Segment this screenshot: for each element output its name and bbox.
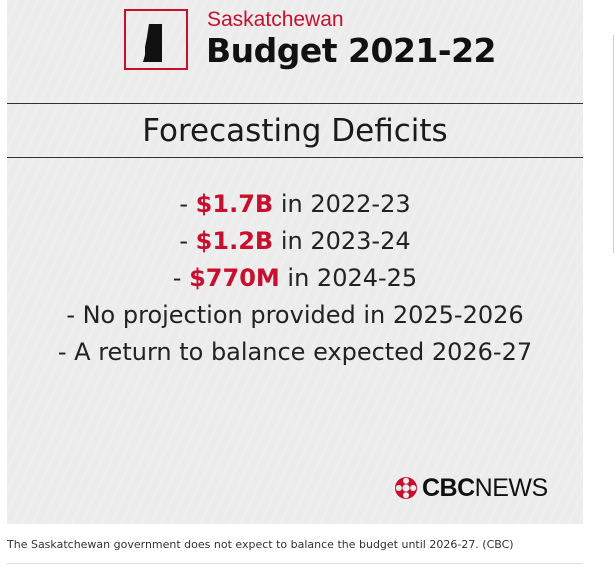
budget-graphic: Saskatchewan Budget 2021-22 Forecasting … <box>7 0 583 524</box>
brand-news: NEWS <box>474 473 549 502</box>
cbc-news-logo: CBC NEWS <box>394 474 548 502</box>
adjacent-panel-edge <box>613 35 616 253</box>
deficit-amount: $1.7B <box>195 190 274 218</box>
deficit-amount: $770M <box>189 264 280 292</box>
section-heading: Forecasting Deficits <box>142 113 448 149</box>
balance-note: - A return to balance expected 2026-27 <box>57 338 533 366</box>
budget-title: Budget 2021-22 <box>206 31 497 70</box>
province-label: Saskatchewan <box>207 8 344 31</box>
saskatchewan-map-icon <box>143 24 162 62</box>
deficit-item: - $1.2B in 2023-24 <box>179 227 411 255</box>
deficit-list: - $1.7B in 2022-23 - $1.2B in 2023-24 - … <box>7 186 583 371</box>
deficit-amount: $1.2B <box>195 227 274 255</box>
projection-note: - No projection provided in 2025-2026 <box>66 301 524 329</box>
brand-cbc: CBC <box>422 473 475 502</box>
deficit-item: - $1.7B in 2022-23 <box>179 190 411 218</box>
saskatchewan-logo <box>124 9 188 70</box>
caption-divider <box>7 563 583 564</box>
divider-top <box>7 103 583 104</box>
divider-bottom <box>7 157 583 158</box>
image-caption: The Saskatchewan government does not exp… <box>7 538 514 551</box>
cbc-gem-icon <box>395 477 417 499</box>
deficit-item: - $770M in 2024-25 <box>172 264 418 292</box>
